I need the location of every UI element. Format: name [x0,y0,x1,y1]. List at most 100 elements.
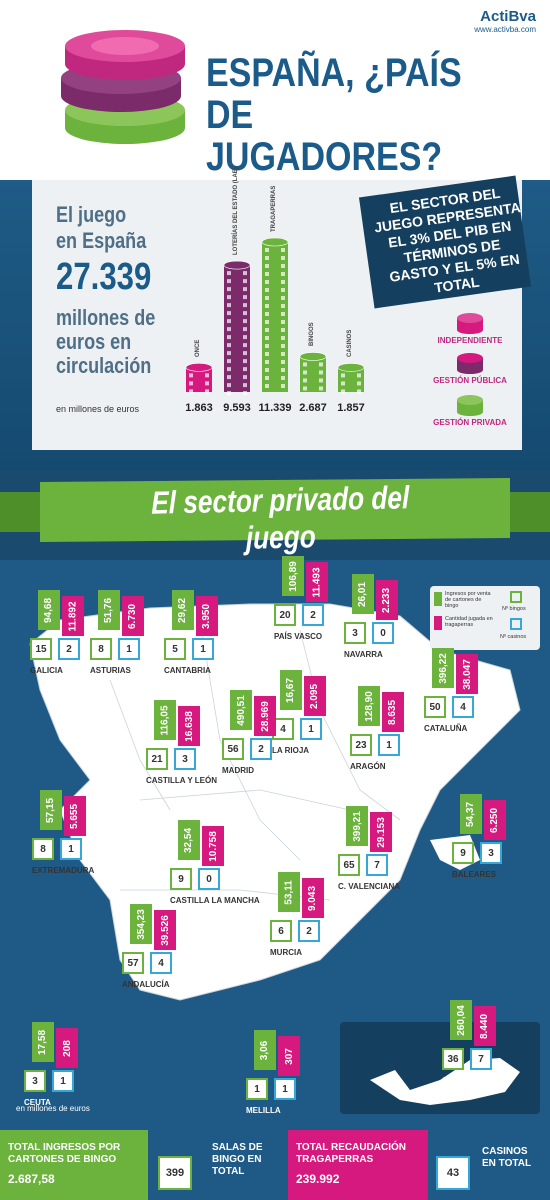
legend-public: GESTIÓN PÚBLICA [433,376,507,385]
region-4: 26,01 2.233 3 0 NAVARRA [342,574,422,684]
title-line-2: DE JUGADORES? [206,93,443,179]
region-bingo-count: 9 [170,868,192,890]
region-bingo-count: 5 [164,638,186,660]
region-bingo-income: 490,51 [230,690,252,730]
footer-slot-collection: TOTAL RECAUDACIÓN TRAGAPERRAS 239.992 [288,1130,428,1200]
footer-bingo-income-title: TOTAL INGRESOS POR CARTONES DE BINGO [8,1142,121,1165]
region-name: CATALUÑA [424,724,468,733]
region-bingo-count: 3 [24,1070,46,1092]
region-name: MADRID [222,766,254,775]
bar-category-label: LOTERÍAS DEL ESTADO (LAE) [233,167,239,256]
region-casino-count: 7 [470,1048,492,1070]
region-slot-amount: 29.153 [370,812,392,852]
region-bingo-income: 29,62 [172,590,194,630]
region-slot-amount: 10.758 [202,826,224,866]
intro-line-5: circulación [56,353,152,378]
bar-category-label: ONCE [195,340,201,358]
footer-bingo-income-value: 2.687,58 [8,1172,55,1186]
region-bingo-count: 65 [338,854,360,876]
legend-slot-amount: Cantidad jugada en tragaperras [445,616,493,628]
region-15: 354,23 39.526 57 4 ANDALUCÍA [120,904,200,1014]
region-bingo-income: 17,58 [32,1022,54,1062]
bar-category-label: TRAGAPERRAS [271,185,277,232]
region-slot-amount: 39.526 [154,910,176,950]
region-14: 53,11 9.043 6 2 MURCIA [268,872,348,982]
region-17: 17,58 208 3 1 CEUTA [22,1022,102,1132]
region-slot-amount: 8.440 [474,1006,496,1046]
poker-chips-icon [61,30,185,144]
region-name: CEUTA [24,1098,51,1107]
region-0: 94,68 11.892 15 2 GALICIA [28,590,108,700]
region-slot-amount: 28.969 [254,696,276,736]
region-casino-count: 1 [378,734,400,756]
region-bingo-income: 3,06 [254,1030,276,1070]
region-slot-amount: 38.047 [456,654,478,694]
region-bingo-income: 106,89 [282,556,304,596]
region-casino-count: 1 [118,638,140,660]
region-bingo-income: 399,21 [346,806,368,846]
intro-amount: 27.339 [56,256,152,298]
region-name: GALICIA [30,666,63,675]
bar-value-label: 2.687 [299,402,327,414]
bar-value-label: 11.339 [258,402,292,414]
region-1: 51,76 6.730 8 1 ASTURIAS [88,590,168,700]
region-slot-amount: 3.950 [196,596,218,636]
region-7: 116,05 16.638 21 3 CASTILLA Y LEÓN [144,700,224,810]
region-bingo-income: 116,05 [154,700,176,740]
region-name: MURCIA [270,948,302,957]
region-slot-amount: 11.493 [306,562,328,602]
region-casino-count: 2 [250,738,272,760]
region-8: 490,51 28.969 56 2 MADRID [220,690,300,800]
footer-slot-title: TOTAL RECAUDACIÓN TRAGAPERRAS [296,1142,406,1165]
region-casino-count: 2 [298,920,320,942]
region-slot-amount: 307 [278,1036,300,1076]
region-bingo-count: 6 [270,920,292,942]
region-slot-amount: 11.892 [62,596,84,636]
region-bingo-income: 54,37 [460,794,482,834]
ribbon-title: El sector privado del juego [150,479,410,556]
region-bingo-income: 128,90 [358,686,380,726]
bingo-house-icon [510,591,522,603]
region-13: 54,37 6.250 9 3 BALEARES [450,794,530,904]
footer-bingo-halls-label: SALAS DE BINGO EN TOTAL [212,1142,263,1177]
region-casino-count: 1 [60,838,82,860]
map-unit: en millones de euros [16,1104,90,1113]
region-slot-amount: 9.043 [302,878,324,918]
bar-3 [299,352,327,392]
region-name: EXTREMADURA [32,866,95,875]
region-name: ARAGÓN [350,762,386,771]
legend-n-bingos: Nº bingos [502,606,526,612]
region-name: CASTILLA LA MANCHA [170,896,260,905]
region-casino-count: 2 [58,638,80,660]
region-casino-count: 2 [302,604,324,626]
footer-casinos-icon: 43 [436,1156,470,1190]
region-bingo-count: 9 [452,842,474,864]
region-bingo-count: 36 [442,1048,464,1070]
legend-independent: INDEPENDIENTE [437,336,503,345]
region-5: 16,67 2.095 4 1 LA RIOJA [270,670,350,780]
region-bingo-count: 8 [90,638,112,660]
brand-url: www.activba.com [474,25,536,34]
region-bingo-count: 56 [222,738,244,760]
footer-casinos-value: 43 [446,1167,460,1179]
region-16: 260,04 8.440 36 7 CANARIAS [440,1000,520,1110]
bar-2 [261,237,289,392]
region-casino-count: 3 [174,748,196,770]
region-slot-amount: 16.638 [178,706,200,746]
ribbon-banner [0,478,550,542]
region-bingo-income: 26,01 [352,574,374,614]
map-legend: Ingresos por venta de cartones de bingo … [430,586,540,650]
region-10: 57,15 5.655 8 1 EXTREMADURA [30,790,110,900]
intro-line-2: en España [56,228,147,253]
region-casino-count: 3 [480,842,502,864]
footer-bingo-halls-icon: 399 [158,1156,192,1190]
region-casino-count: 0 [372,622,394,644]
region-bingo-income: 57,15 [40,790,62,830]
region-bingo-income: 94,68 [38,590,60,630]
brand-name: ActiBva [480,8,536,25]
region-bingo-income: 354,23 [130,904,152,944]
intro-subtext: millones de euros en circulación [56,306,195,378]
region-2: 29,62 3.950 5 1 CANTABRIA [162,590,242,700]
intro-line-3: millones de [56,305,156,330]
region-slot-amount: 8.635 [382,692,404,732]
